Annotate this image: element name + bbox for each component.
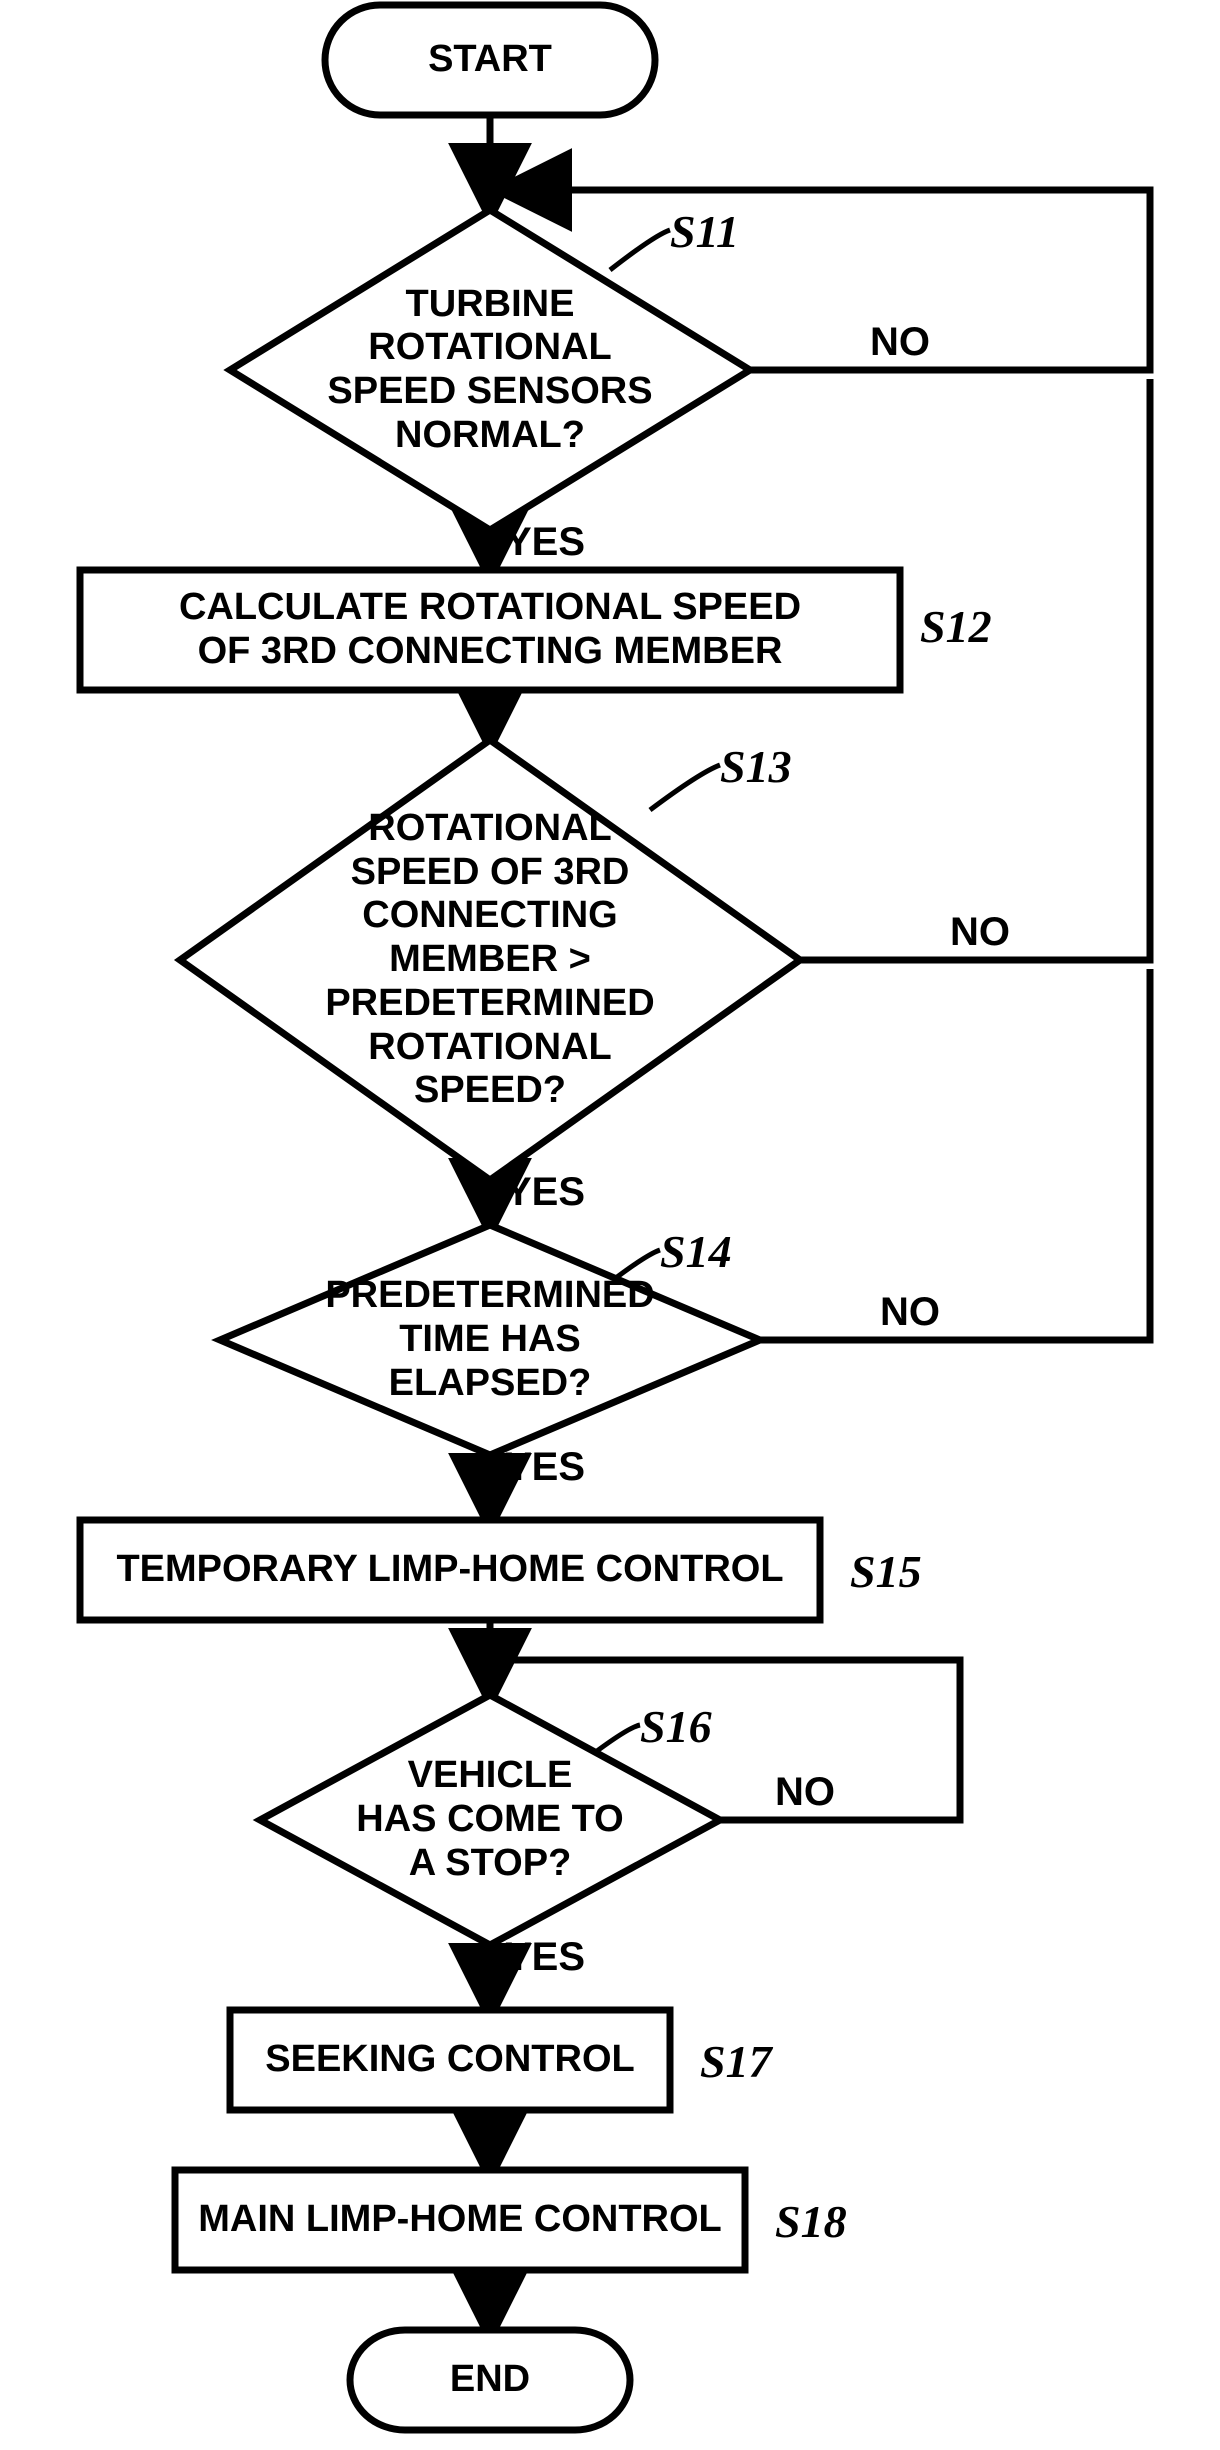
node-text-s17: SEEKING CONTROL bbox=[248, 2014, 653, 2106]
step-label-s18: S18 bbox=[775, 2195, 847, 2248]
node-text-end: END bbox=[361, 2334, 619, 2426]
node-text-s16: VEHICLE HAS COME TO A STOP? bbox=[329, 1733, 651, 1908]
node-text-s13: ROTATIONAL SPEED OF 3RD CONNECTING MEMBE… bbox=[273, 806, 707, 1114]
node-text-s14: PREDETERMINED TIME HAS ELAPSED? bbox=[301, 1260, 679, 1421]
node-text-s11: TURBINE ROTATIONAL SPEED SENSORS NORMAL? bbox=[308, 258, 672, 482]
step-label-s16: S16 bbox=[640, 1700, 712, 1753]
node-text-s18: MAIN LIMP-HOME CONTROL bbox=[198, 2174, 722, 2266]
node-text-s15: TEMPORARY LIMP-HOME CONTROL bbox=[110, 1524, 791, 1616]
edge-label: NO bbox=[775, 1770, 835, 1815]
edge-label: NO bbox=[950, 910, 1010, 955]
step-label-s14: S14 bbox=[660, 1225, 732, 1278]
step-callout bbox=[650, 765, 720, 810]
step-label-s12: S12 bbox=[920, 600, 992, 653]
edge-label: NO bbox=[870, 320, 930, 365]
node-text-s12: CALCULATE ROTATIONAL SPEED OF 3RD CONNEC… bbox=[113, 575, 867, 685]
step-label-s13: S13 bbox=[720, 740, 792, 793]
step-label-s15: S15 bbox=[850, 1545, 922, 1598]
edge-label: YES bbox=[505, 1445, 585, 1490]
edge-label: NO bbox=[880, 1290, 940, 1335]
edge-label: YES bbox=[505, 520, 585, 565]
flow-edge bbox=[760, 969, 1150, 1340]
edge-label: YES bbox=[505, 1170, 585, 1215]
step-label-s11: S11 bbox=[670, 205, 739, 258]
edge-label: YES bbox=[505, 1935, 585, 1980]
node-text-start: START bbox=[338, 9, 642, 110]
step-label-s17: S17 bbox=[700, 2035, 772, 2088]
